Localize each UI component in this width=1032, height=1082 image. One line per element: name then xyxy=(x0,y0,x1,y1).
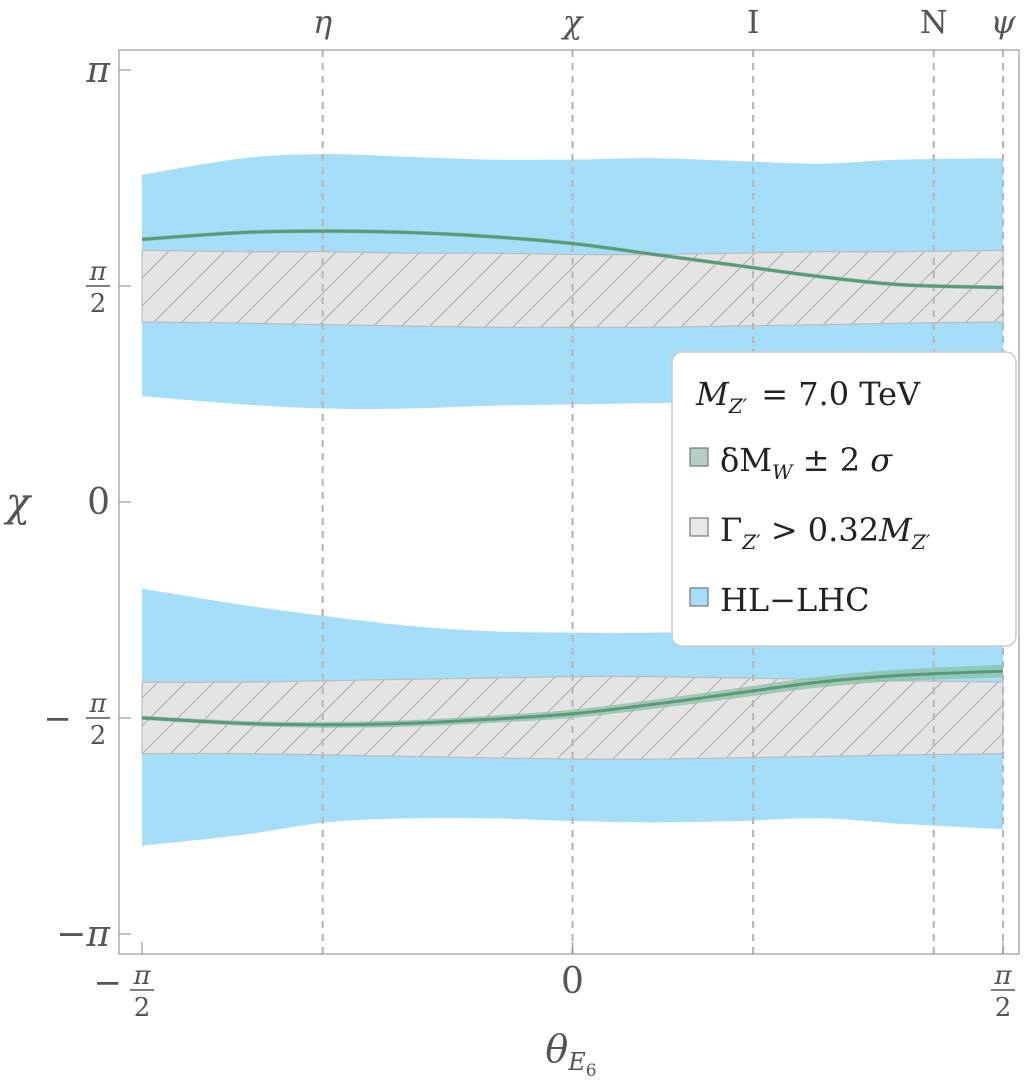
x-axis-title-sub: E xyxy=(567,1048,586,1076)
model-label-1: χ xyxy=(561,3,584,41)
model-label-4: ψ xyxy=(990,3,1016,41)
legend-mw-sub: W xyxy=(772,460,794,484)
legend-gamma-msub: Z′ xyxy=(911,530,931,554)
x-tick-den-0: 2 xyxy=(134,993,151,1023)
x-axis-title-base: θ xyxy=(545,1027,568,1071)
legend-title: MZ′ = 7.0 TeV xyxy=(695,375,921,418)
delta-mw-upper-band xyxy=(142,229,1003,290)
x-axis-ticks: − π20 π2 xyxy=(94,942,1015,1023)
model-label-2: I xyxy=(747,3,760,41)
delta-mw-bands xyxy=(141,229,1004,728)
y-tick-den-1: 2 xyxy=(90,289,107,319)
legend: MZ′ = 7.0 TeV δMW ± 2 σ ΓZ′ > 0.32MZ′ HL−… xyxy=(671,351,1017,647)
y-tick-num-1: π xyxy=(88,257,107,287)
legend-gamma-m: M xyxy=(878,511,913,549)
delta-mw-upper-line xyxy=(141,229,1004,289)
legend-mw-sigma: σ xyxy=(870,441,893,479)
model-label-3: N xyxy=(920,3,948,41)
y-tick-num-3: π xyxy=(88,689,107,719)
legend-mw-delta: δM xyxy=(720,441,772,479)
x-tick-sign-0: − xyxy=(94,963,123,1003)
x-tick-num-0: π xyxy=(132,961,151,991)
delta-mw-lower-line xyxy=(141,669,1004,727)
x-axis-title-subsub: 6 xyxy=(586,1061,597,1081)
legend-gamma-cmp: > 0.32 xyxy=(761,511,879,549)
y-axis-title: χ xyxy=(3,480,33,526)
legend-swatch-gamma xyxy=(689,517,709,537)
legend-label-mw: δMW ± 2 σ xyxy=(720,441,893,484)
legend-label-hl: HL−LHC xyxy=(720,581,870,619)
legend-gamma-sym: Γ xyxy=(720,511,742,549)
legend-swatch-mw xyxy=(689,447,709,467)
y-tick-label-0: π xyxy=(85,50,111,91)
legend-title-sub: Z′ xyxy=(728,394,748,418)
legend-box xyxy=(671,351,1017,647)
x-tick-num-2: π xyxy=(993,961,1012,991)
y-tick-label-2: 0 xyxy=(87,482,110,523)
legend-title-value: = 7.0 TeV xyxy=(761,375,921,413)
legend-label-gamma: ΓZ′ > 0.32MZ′ xyxy=(720,511,931,554)
legend-title-var: M xyxy=(695,375,730,413)
model-label-0: η xyxy=(313,3,332,41)
y-tick-sign-3: − xyxy=(44,699,73,739)
y-tick-den-3: 2 xyxy=(90,721,107,751)
legend-gamma-sub: Z′ xyxy=(741,530,761,554)
x-axis-title: θE6 xyxy=(545,1027,596,1081)
legend-mw-pm: ± 2 xyxy=(793,441,871,479)
x-tick-den-2: 2 xyxy=(995,993,1012,1023)
y-tick-label-4: −π xyxy=(56,914,111,955)
x-tick-label-1: 0 xyxy=(561,961,584,1002)
legend-swatch-hl xyxy=(689,587,709,607)
